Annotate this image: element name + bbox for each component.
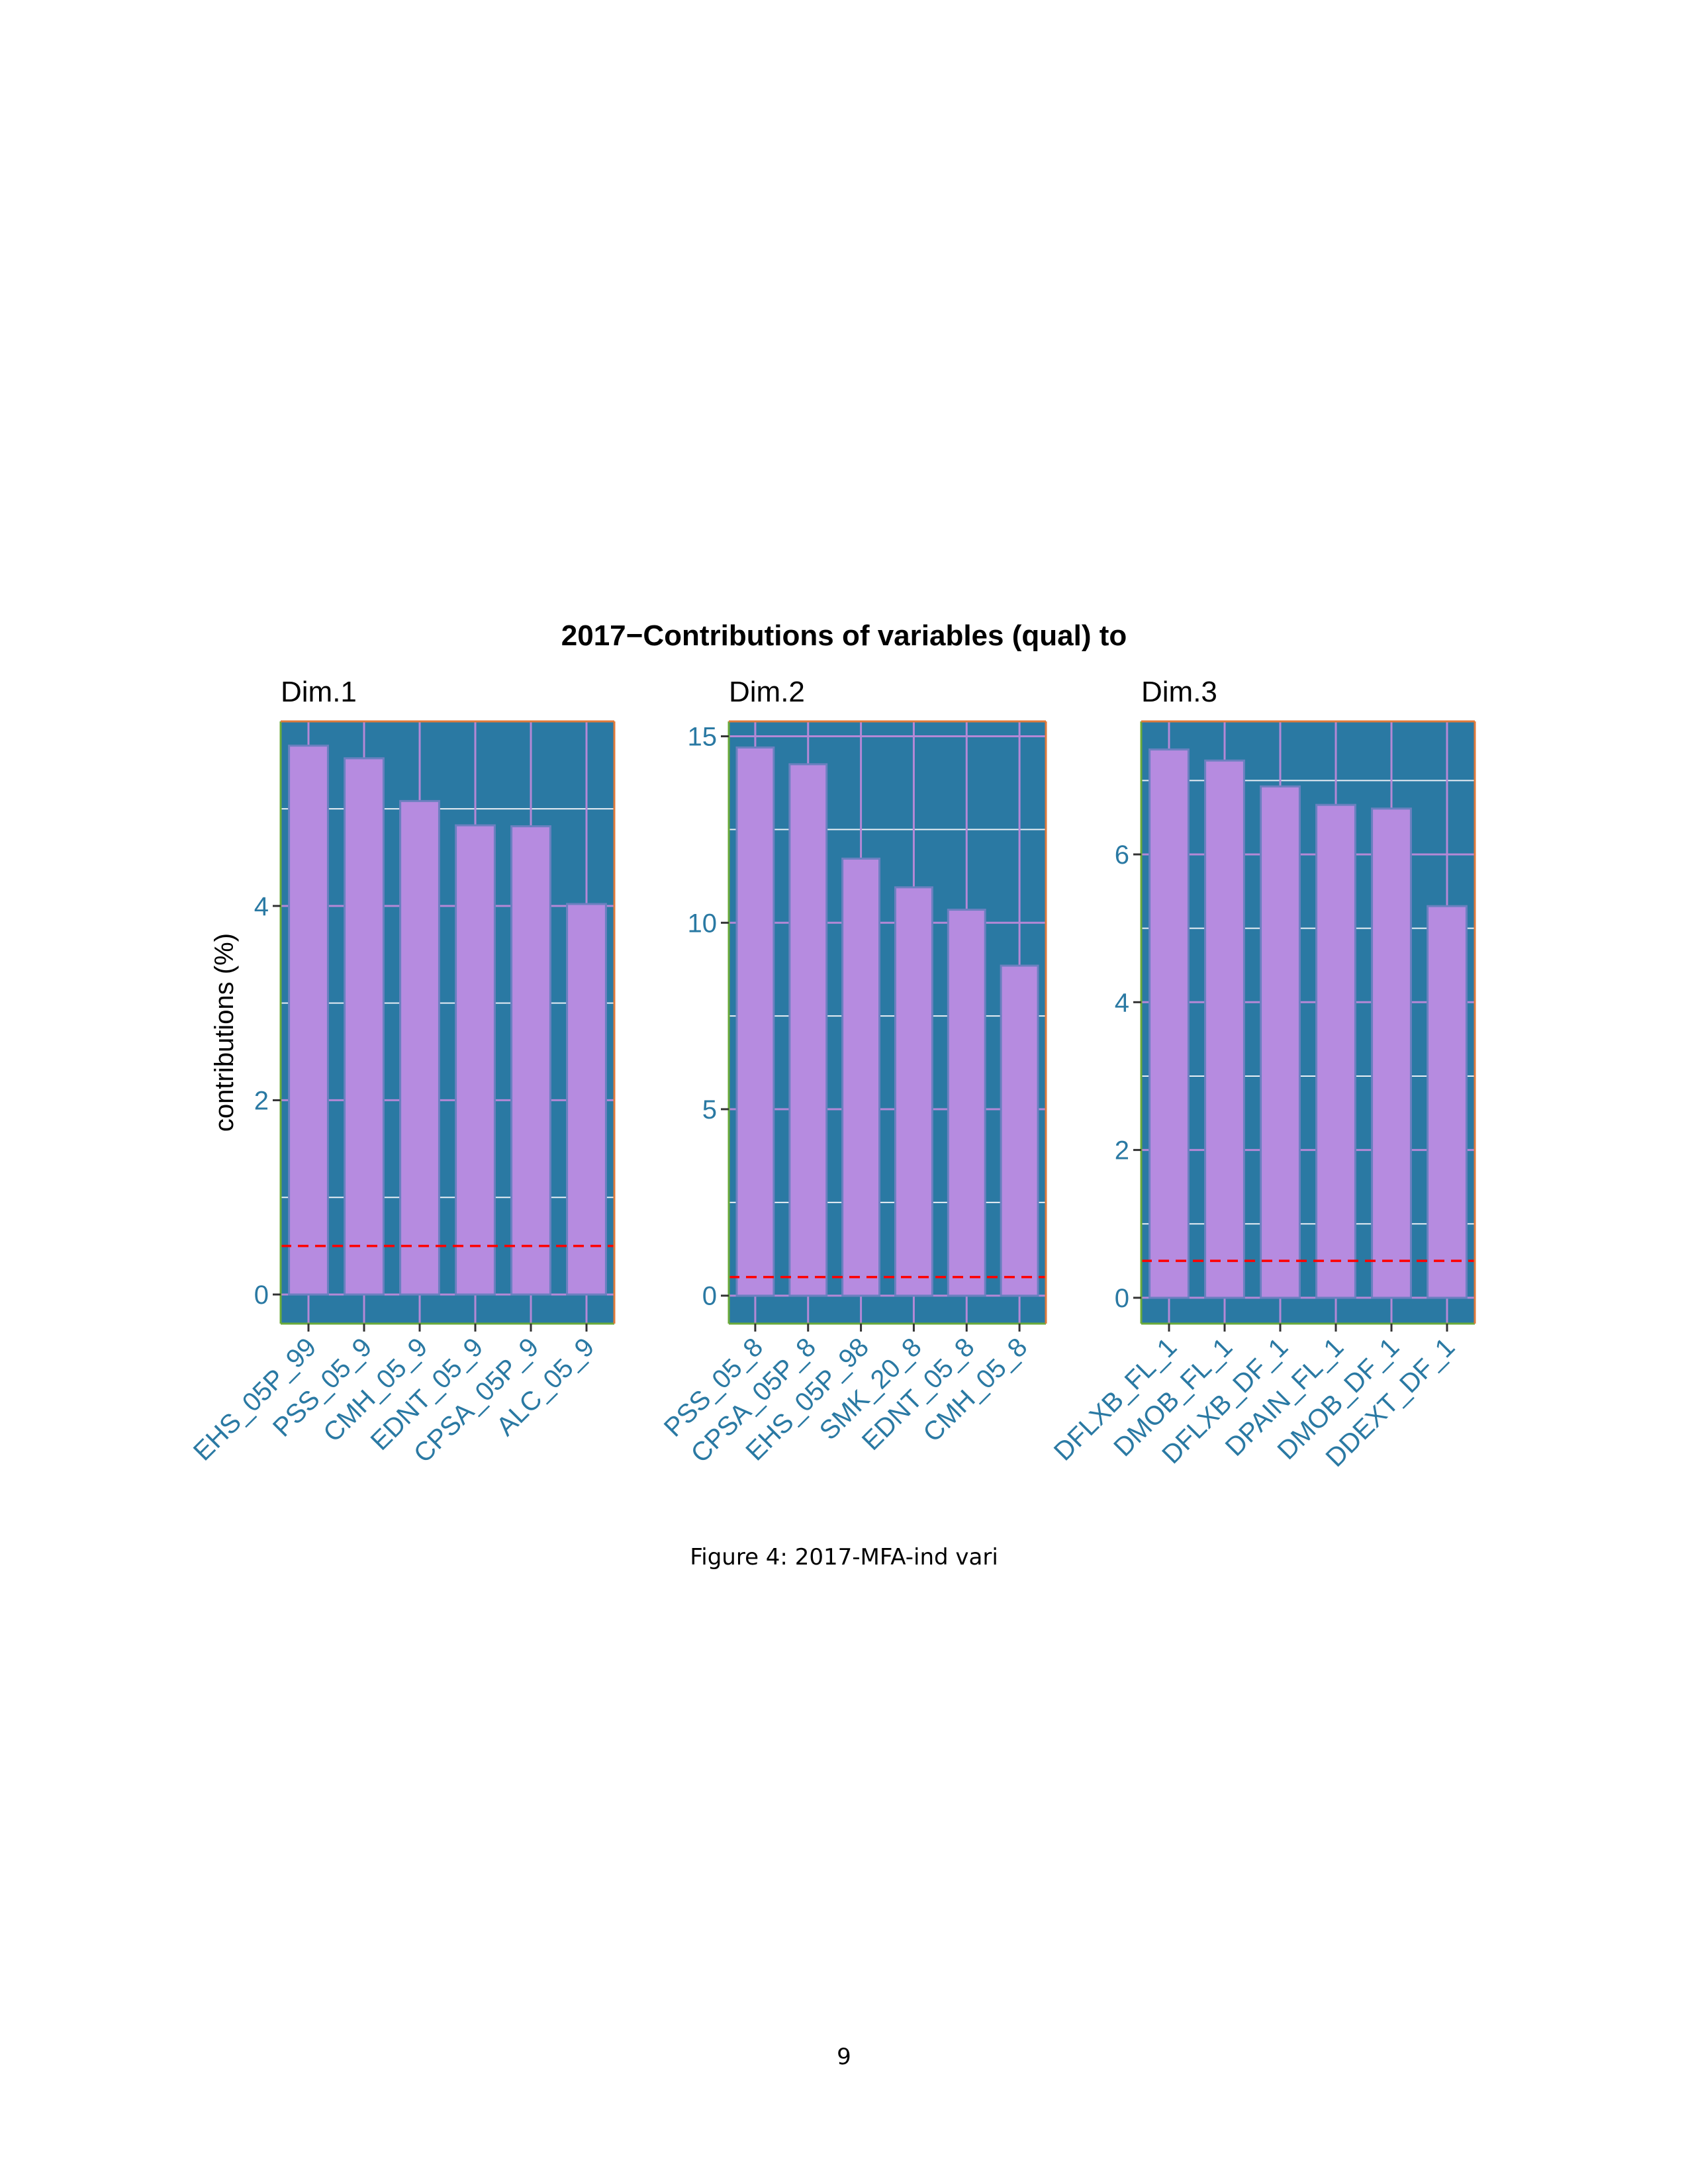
bar-smk-20-8 bbox=[894, 886, 933, 1297]
bar-dpain-fl-1 bbox=[1315, 803, 1356, 1299]
bar-ednt-05-8 bbox=[947, 909, 986, 1297]
y-tick-label: 0 bbox=[254, 1281, 269, 1310]
bar-ehs-05p-98 bbox=[841, 857, 881, 1297]
chart-title: 2017−Contributions of variables (qual) t… bbox=[561, 619, 1127, 652]
bar-cmh-05-8 bbox=[1000, 964, 1039, 1297]
bar-dflxb-df-1 bbox=[1260, 785, 1301, 1299]
bar-dflxb-fl-1 bbox=[1149, 748, 1190, 1299]
panel-3: Dim.30246DFLXB_FL_1DMOB_FL_1DFLXB_DF_1DP… bbox=[1049, 676, 1476, 1473]
figure-caption: Figure 4: 2017-MFA-ind vari bbox=[690, 1544, 998, 1570]
y-tick-label: 2 bbox=[1115, 1136, 1129, 1165]
y-tick-label: 5 bbox=[702, 1095, 717, 1124]
bar-dmob-df-1 bbox=[1371, 807, 1412, 1299]
bar-cpsa-05p-8 bbox=[788, 763, 828, 1297]
y-tick-label: 0 bbox=[1115, 1284, 1129, 1313]
bar-ddext-df-1 bbox=[1427, 905, 1468, 1299]
chart-panels: Dim.1024EHS_05P_99PSS_05_9CMH_05_9EDNT_0… bbox=[188, 676, 1476, 1473]
y-tick-label: 4 bbox=[1115, 988, 1129, 1017]
bar-ednt-05-9 bbox=[455, 824, 496, 1296]
bar-cpsa-05p-9 bbox=[510, 825, 551, 1296]
bar-pss-05-8 bbox=[735, 746, 775, 1297]
bar-ehs-05p-99 bbox=[288, 745, 329, 1296]
y-tick-label: 4 bbox=[254, 892, 269, 921]
panel-background bbox=[281, 721, 614, 1324]
page-number: 9 bbox=[837, 2044, 851, 2070]
y-tick-label: 2 bbox=[254, 1086, 269, 1115]
panel-subtitle: Dim.3 bbox=[1141, 676, 1217, 708]
y-axis-label: contributions (%) bbox=[210, 933, 239, 1132]
panel-subtitle: Dim.2 bbox=[729, 676, 805, 708]
bar-pss-05-9 bbox=[344, 757, 385, 1296]
bar-alc-05-9 bbox=[566, 903, 607, 1296]
panel-1: Dim.1024EHS_05P_99PSS_05_9CMH_05_9EDNT_0… bbox=[188, 676, 616, 1469]
y-tick-label: 10 bbox=[688, 909, 718, 938]
panel-background bbox=[729, 721, 1046, 1324]
panel-background bbox=[1141, 721, 1475, 1324]
y-tick-label: 15 bbox=[688, 723, 718, 752]
y-tick-label: 0 bbox=[702, 1282, 717, 1311]
panel-subtitle: Dim.1 bbox=[281, 676, 357, 708]
panel-2: Dim.2051015PSS_05_8CPSA_05P_8EHS_05P_98S… bbox=[659, 676, 1047, 1469]
y-tick-label: 6 bbox=[1115, 841, 1129, 870]
bar-dmob-fl-1 bbox=[1204, 759, 1245, 1299]
bar-cmh-05-9 bbox=[399, 799, 440, 1296]
